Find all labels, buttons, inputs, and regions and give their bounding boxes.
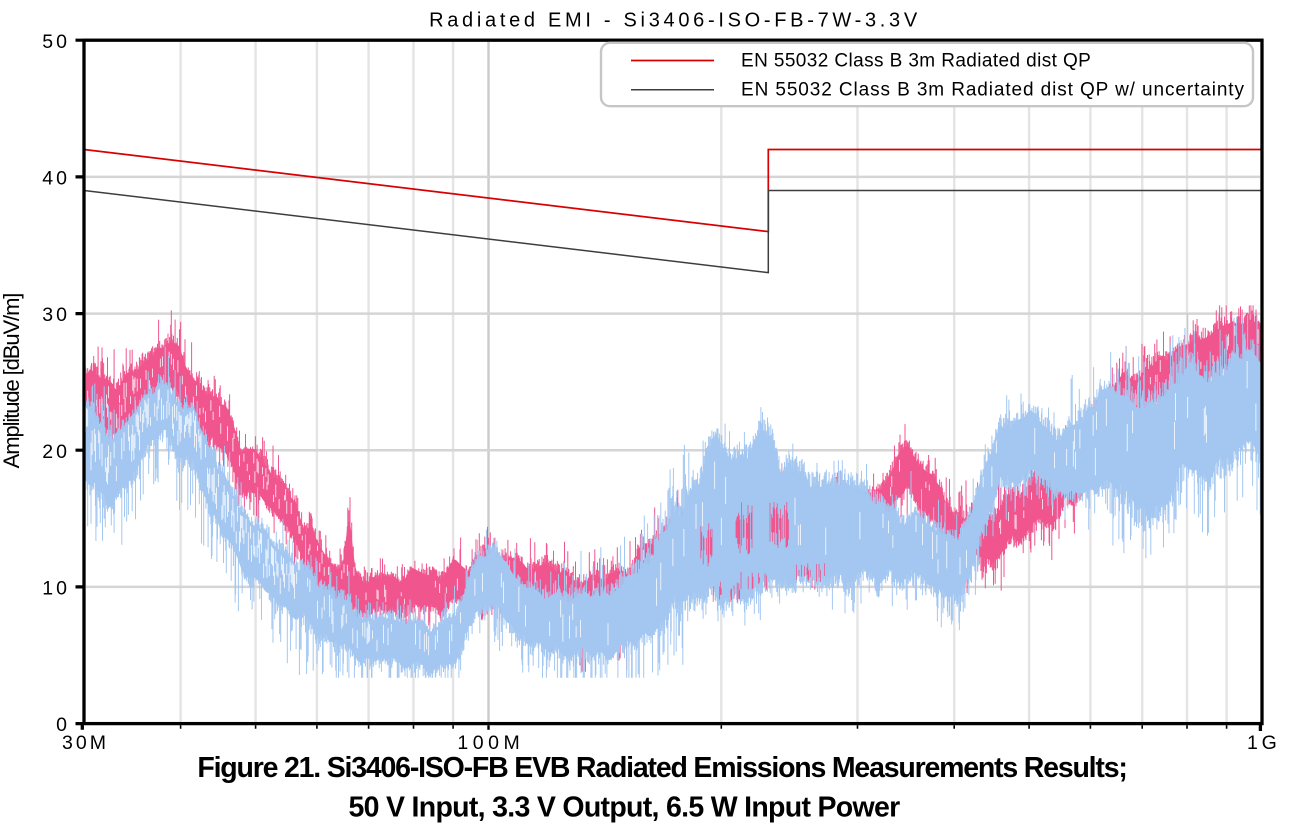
svg-text:30M: 30M [62,732,109,754]
svg-text:50 V Input, 3.3 V Output, 6.5: 50 V Input, 3.3 V Output, 6.5 W Input Po… [348,792,900,824]
svg-text:50: 50 [42,31,70,53]
svg-text:1G: 1G [1247,732,1281,754]
svg-text:EN 55032 Class B 3m Radiated d: EN 55032 Class B 3m Radiated dist QP [741,50,1091,71]
svg-text:30: 30 [42,304,70,326]
svg-text:100M: 100M [457,732,524,754]
svg-text:10: 10 [42,578,70,600]
svg-text:EN 55032 Class B 3m Radiated d: EN 55032 Class B 3m Radiated dist QP w/ … [741,80,1245,101]
svg-text:Amplitude [dBuV/m]: Amplitude [dBuV/m] [0,294,24,469]
svg-text:0: 0 [56,714,70,736]
svg-text:40: 40 [42,168,70,190]
svg-text:Figure 21. Si3406-ISO-FB EVB R: Figure 21. Si3406-ISO-FB EVB Radiated Em… [197,752,1126,784]
svg-text:Radiated EMI - Si3406-ISO-FB-7: Radiated EMI - Si3406-ISO-FB-7W-3.3V [429,10,921,32]
svg-text:20: 20 [42,441,70,463]
